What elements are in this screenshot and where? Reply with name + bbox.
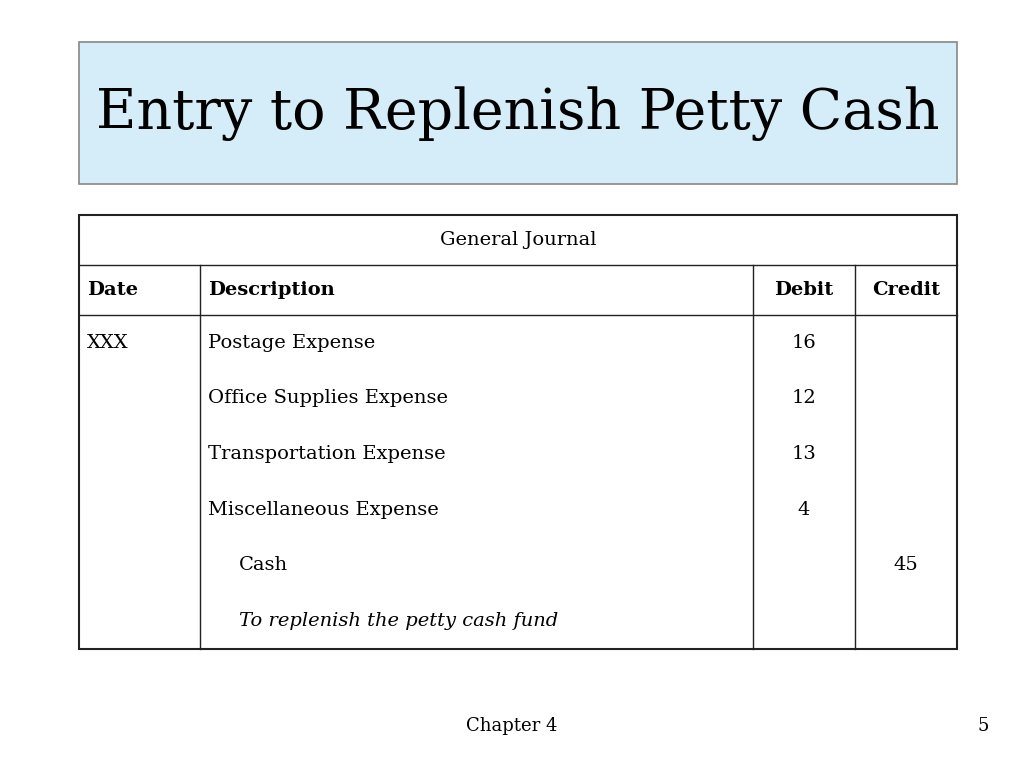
Text: Cash: Cash [239, 557, 288, 574]
Text: Description: Description [208, 281, 335, 299]
FancyBboxPatch shape [79, 215, 957, 649]
FancyBboxPatch shape [79, 42, 957, 184]
Text: General Journal: General Journal [440, 231, 596, 249]
Text: 12: 12 [792, 389, 816, 407]
Text: 5: 5 [977, 717, 989, 735]
Text: Postage Expense: Postage Expense [208, 334, 375, 352]
Text: Miscellaneous Expense: Miscellaneous Expense [208, 501, 438, 518]
Text: 45: 45 [894, 557, 919, 574]
Text: To replenish the petty cash fund: To replenish the petty cash fund [239, 612, 558, 630]
Text: Date: Date [87, 281, 138, 299]
Text: 4: 4 [798, 501, 810, 518]
Text: Debit: Debit [774, 281, 834, 299]
Text: Transportation Expense: Transportation Expense [208, 445, 445, 463]
Text: Credit: Credit [872, 281, 940, 299]
Text: Entry to Replenish Petty Cash: Entry to Replenish Petty Cash [96, 86, 940, 141]
Text: 16: 16 [792, 334, 816, 352]
Text: Office Supplies Expense: Office Supplies Expense [208, 389, 447, 407]
Text: 13: 13 [792, 445, 816, 463]
Text: Chapter 4: Chapter 4 [466, 717, 558, 735]
Text: XXX: XXX [87, 334, 129, 352]
